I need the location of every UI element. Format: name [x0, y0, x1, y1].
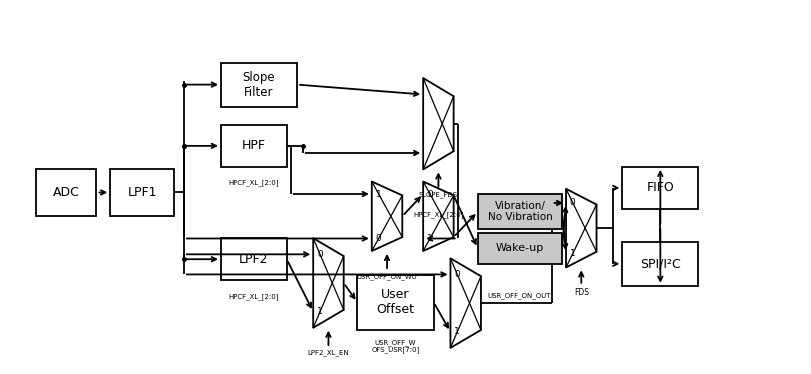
- Text: HPCF_XL_[2:0]: HPCF_XL_[2:0]: [229, 180, 279, 186]
- FancyBboxPatch shape: [36, 169, 97, 216]
- Text: HPF: HPF: [242, 140, 266, 152]
- Text: Slope
Filter: Slope Filter: [242, 71, 275, 99]
- Text: 1: 1: [454, 327, 460, 336]
- FancyBboxPatch shape: [622, 242, 698, 286]
- FancyBboxPatch shape: [478, 233, 562, 264]
- Text: SPI/I²C: SPI/I²C: [640, 257, 680, 270]
- Polygon shape: [313, 238, 344, 328]
- Polygon shape: [450, 258, 481, 348]
- Polygon shape: [423, 78, 453, 169]
- Text: 1: 1: [317, 307, 323, 316]
- Text: LPF1: LPF1: [127, 186, 157, 199]
- Text: FIFO: FIFO: [646, 181, 674, 194]
- FancyBboxPatch shape: [221, 125, 287, 167]
- FancyBboxPatch shape: [478, 194, 562, 229]
- Polygon shape: [566, 189, 597, 267]
- FancyBboxPatch shape: [358, 275, 434, 329]
- Text: LPF2: LPF2: [239, 253, 268, 266]
- Text: FDS: FDS: [574, 288, 589, 297]
- Text: 1: 1: [570, 249, 576, 258]
- Text: 0: 0: [427, 190, 433, 199]
- Text: 0: 0: [375, 234, 381, 243]
- Text: 0: 0: [317, 250, 323, 259]
- Text: USR_OFF_ON_WU: USR_OFF_ON_WU: [357, 273, 418, 280]
- FancyBboxPatch shape: [110, 169, 174, 216]
- Text: User
Offset: User Offset: [376, 288, 414, 316]
- Text: 1: 1: [375, 190, 381, 199]
- Text: USR_OFF_W
OFS_USR[7:0]: USR_OFF_W OFS_USR[7:0]: [371, 339, 419, 353]
- Text: SLOPE_FDS: SLOPE_FDS: [419, 191, 458, 198]
- Text: 1: 1: [427, 234, 433, 243]
- FancyBboxPatch shape: [622, 167, 698, 209]
- Text: HPCF_XL_[2:0]: HPCF_XL_[2:0]: [229, 293, 279, 300]
- Polygon shape: [423, 181, 453, 251]
- FancyBboxPatch shape: [221, 238, 287, 280]
- Text: ADC: ADC: [53, 186, 79, 199]
- Text: Vibration/
No Vibration: Vibration/ No Vibration: [487, 201, 552, 223]
- Text: 0: 0: [454, 270, 460, 279]
- Text: HPCF_XL_[2:0]: HPCF_XL_[2:0]: [413, 212, 464, 218]
- Text: USR_OFF_ON_OUT: USR_OFF_ON_OUT: [487, 292, 551, 299]
- FancyBboxPatch shape: [221, 63, 297, 107]
- Text: 0: 0: [570, 199, 576, 208]
- Text: Wake-up: Wake-up: [496, 243, 544, 253]
- Polygon shape: [371, 181, 402, 251]
- Text: LPF2_XL_EN: LPF2_XL_EN: [307, 350, 350, 356]
